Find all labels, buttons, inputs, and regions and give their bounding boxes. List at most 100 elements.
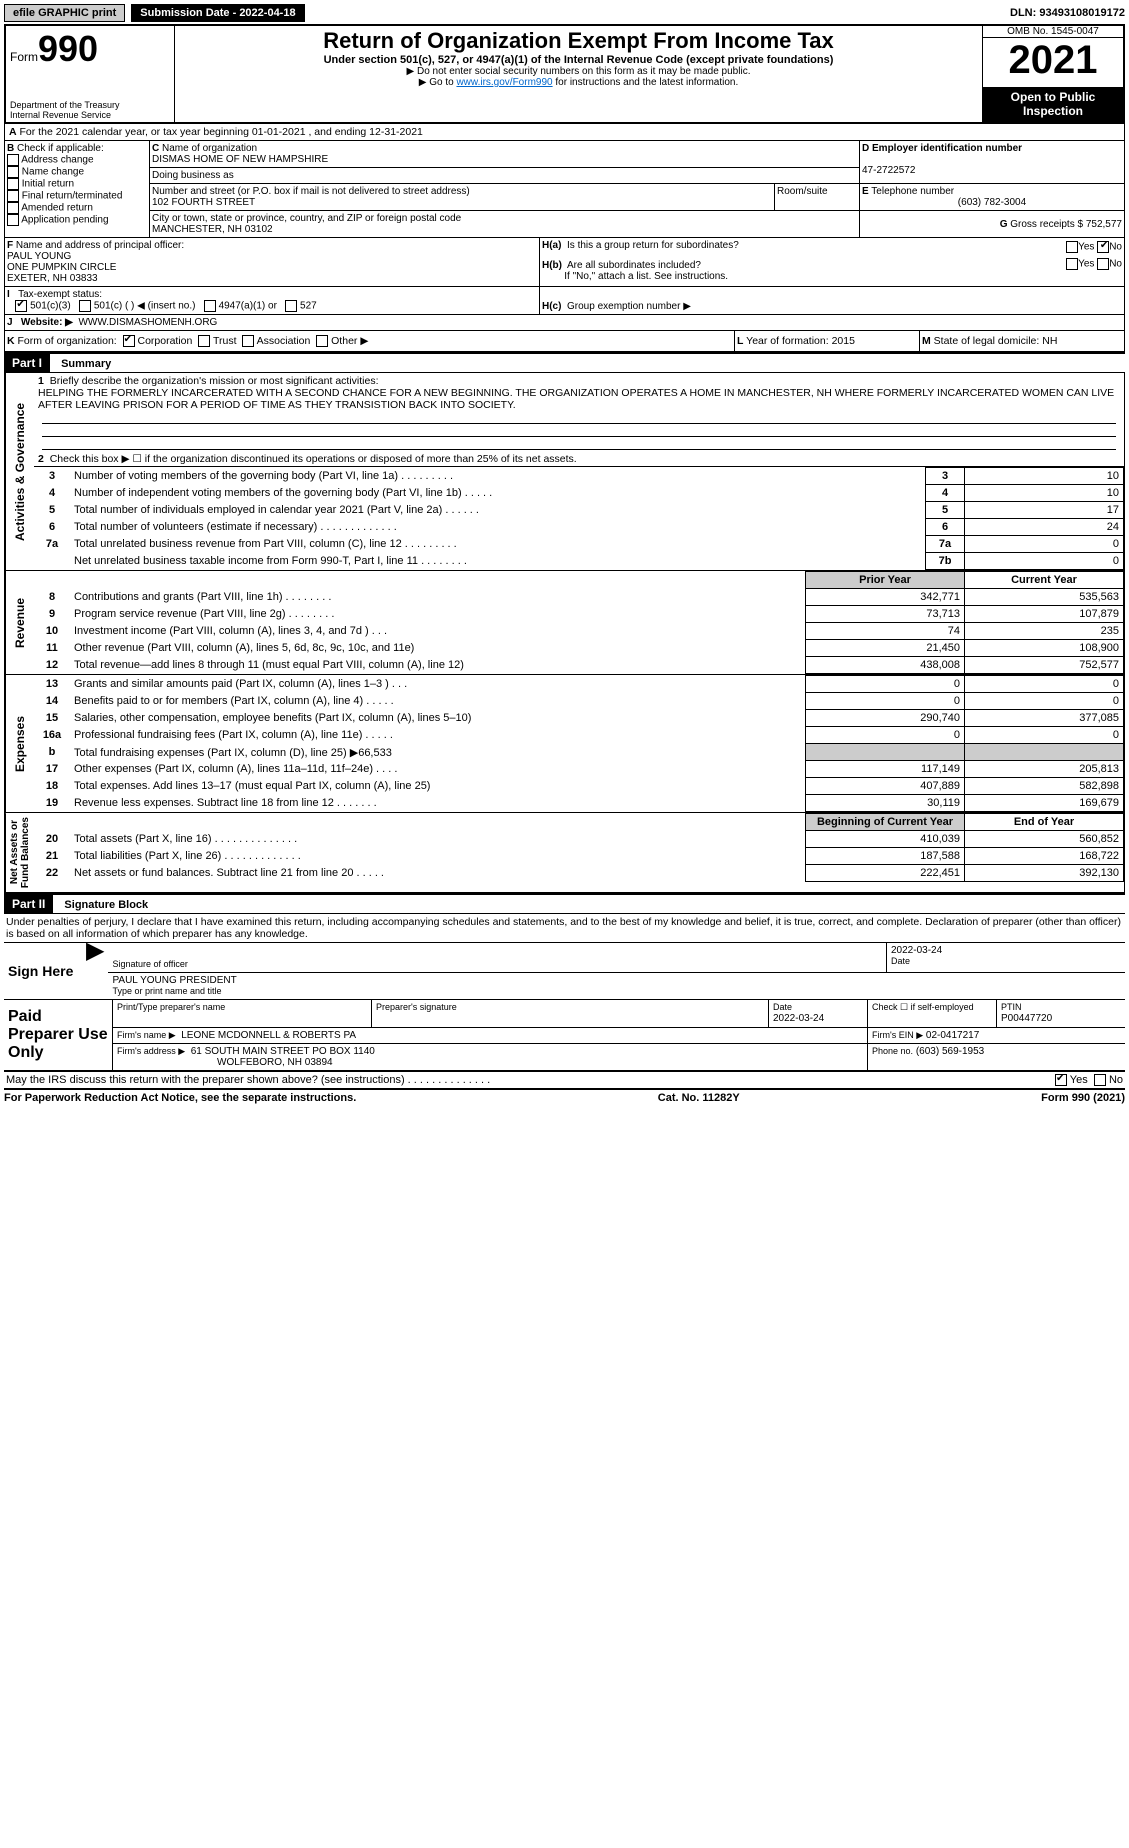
cb-assoc[interactable] [242, 335, 254, 347]
discuss-row: May the IRS discuss this return with the… [4, 1072, 1125, 1090]
col-header: Current Year [965, 572, 1124, 589]
k-opt-2: Association [257, 335, 311, 347]
line-desc: Other expenses (Part IX, column (A), lin… [70, 761, 806, 778]
boxno: 3 [926, 468, 965, 485]
cb-501c3[interactable] [15, 300, 27, 312]
cb-final-return[interactable] [7, 190, 19, 202]
firm-addr: 61 SOUTH MAIN STREET PO BOX 1140 [191, 1046, 375, 1057]
sign-here-label: Sign Here [4, 943, 82, 1000]
hb-no[interactable] [1097, 258, 1109, 270]
goto-post: for instructions and the latest informat… [553, 77, 739, 88]
q1-text: Briefly describe the organization's miss… [50, 375, 379, 387]
prior-val: 222,451 [806, 865, 965, 882]
cb-address-change[interactable] [7, 154, 19, 166]
prior-val: 73,713 [806, 606, 965, 623]
telephone: (603) 782-3004 [862, 197, 1122, 208]
prior-val: 74 [806, 623, 965, 640]
ha-yes[interactable] [1066, 241, 1078, 253]
lineno: 16a [34, 727, 70, 744]
lineno: 20 [34, 831, 70, 848]
lineno: 19 [34, 795, 70, 812]
col-header: Beginning of Current Year [806, 814, 965, 831]
b-item-3: Final return/terminated [22, 191, 123, 202]
lineno: 15 [34, 710, 70, 727]
ptin: P00447720 [1001, 1013, 1052, 1024]
lineno: 12 [34, 657, 70, 674]
table-row: 15 Salaries, other compensation, employe… [34, 710, 1124, 727]
goto-pre: ▶ Go to [419, 77, 457, 88]
cb-name-change[interactable] [7, 166, 19, 178]
officer-name: PAUL YOUNG [7, 251, 71, 262]
cb-corp[interactable] [123, 335, 135, 347]
room-label: Room/suite [775, 184, 860, 210]
cb-527[interactable] [285, 300, 297, 312]
q1: 1 Briefly describe the organization's mi… [34, 373, 1124, 452]
line-desc: Total unrelated business revenue from Pa… [70, 536, 926, 553]
table-row: 18 Total expenses. Add lines 13–17 (must… [34, 778, 1124, 795]
org-name: DISMAS HOME OF NEW HAMPSHIRE [152, 154, 328, 165]
table-row: 7a Total unrelated business revenue from… [34, 536, 1124, 553]
yes-lbl2: Yes [1078, 259, 1094, 270]
revenue-section: Revenue Prior Year Current Year8 Contrib… [4, 571, 1125, 675]
table-row: 12 Total revenue—add lines 8 through 11 … [34, 657, 1124, 674]
cb-other[interactable] [316, 335, 328, 347]
dba-label: Doing business as [152, 170, 234, 181]
prior-val: 0 [806, 693, 965, 710]
part-ii-label: Part II [4, 895, 53, 913]
street-address: 102 FOURTH STREET [152, 197, 255, 208]
cb-amended[interactable] [7, 202, 19, 214]
expenses-table: 13 Grants and similar amounts paid (Part… [34, 675, 1124, 812]
current-val: 169,679 [965, 795, 1124, 812]
line-desc: Total number of individuals employed in … [70, 502, 926, 519]
cb-app-pending[interactable] [7, 214, 19, 226]
lineno: 17 [34, 761, 70, 778]
line-desc: Grants and similar amounts paid (Part IX… [70, 676, 806, 693]
cb-4947[interactable] [204, 300, 216, 312]
irs-link[interactable]: www.irs.gov/Form990 [456, 77, 552, 88]
cb-initial-return[interactable] [7, 178, 19, 190]
boxno: 7a [926, 536, 965, 553]
vlabel-netassets: Net Assets or Fund Balances [5, 813, 34, 892]
k-opt-1: Trust [213, 335, 237, 347]
ha-label: Is this a group return for subordinates? [567, 240, 739, 251]
footer-cat: Cat. No. 11282Y [658, 1092, 740, 1104]
col-header: Prior Year [806, 572, 965, 589]
lineno: 22 [34, 865, 70, 882]
lineno: 6 [34, 519, 70, 536]
f-label: Name and address of principal officer: [16, 240, 184, 251]
table-row: 13 Grants and similar amounts paid (Part… [34, 676, 1124, 693]
table-row: 14 Benefits paid to or for members (Part… [34, 693, 1124, 710]
line-val: 0 [965, 553, 1124, 570]
g-label: Gross receipts $ [1010, 219, 1083, 230]
line-desc: Total fundraising expenses (Part IX, col… [70, 744, 806, 761]
ein: 47-2722572 [862, 165, 915, 176]
prior-val: 21,450 [806, 640, 965, 657]
k-l-m-block: K Form of organization: Corporation Trus… [4, 331, 1125, 352]
lineno: 8 [34, 589, 70, 606]
current-val: 107,879 [965, 606, 1124, 623]
discuss-no[interactable] [1094, 1074, 1106, 1086]
cb-trust[interactable] [198, 335, 210, 347]
expenses-section: Expenses 13 Grants and similar amounts p… [4, 675, 1125, 813]
table-row: 10 Investment income (Part VIII, column … [34, 623, 1124, 640]
i-opt-2: 4947(a)(1) or [219, 301, 277, 312]
discuss-yes[interactable] [1055, 1074, 1067, 1086]
no3: No [1109, 1074, 1123, 1086]
cb-501c[interactable] [79, 300, 91, 312]
ha-no[interactable] [1097, 241, 1109, 253]
b-item-1: Name change [22, 167, 84, 178]
firm-addr2: WOLFEBORO, NH 03894 [117, 1057, 863, 1068]
footer-pra: For Paperwork Reduction Act Notice, see … [4, 1092, 356, 1104]
m-label: State of legal domicile: [934, 335, 1040, 347]
city-label: City or town, state or province, country… [152, 213, 461, 224]
part-ii-header: Part II Signature Block [4, 893, 1125, 914]
lineno: 3 [34, 468, 70, 485]
pp-date: 2022-03-24 [773, 1013, 824, 1024]
boxno: 6 [926, 519, 965, 536]
lineno: 7a [34, 536, 70, 553]
dept-treasury: Department of the Treasury Internal Reve… [10, 100, 170, 120]
activities-governance: Activities & Governance 1 Briefly descri… [4, 373, 1125, 571]
table-row: 22 Net assets or fund balances. Subtract… [34, 865, 1124, 882]
line-desc: Program service revenue (Part VIII, line… [70, 606, 806, 623]
hb-yes[interactable] [1066, 258, 1078, 270]
